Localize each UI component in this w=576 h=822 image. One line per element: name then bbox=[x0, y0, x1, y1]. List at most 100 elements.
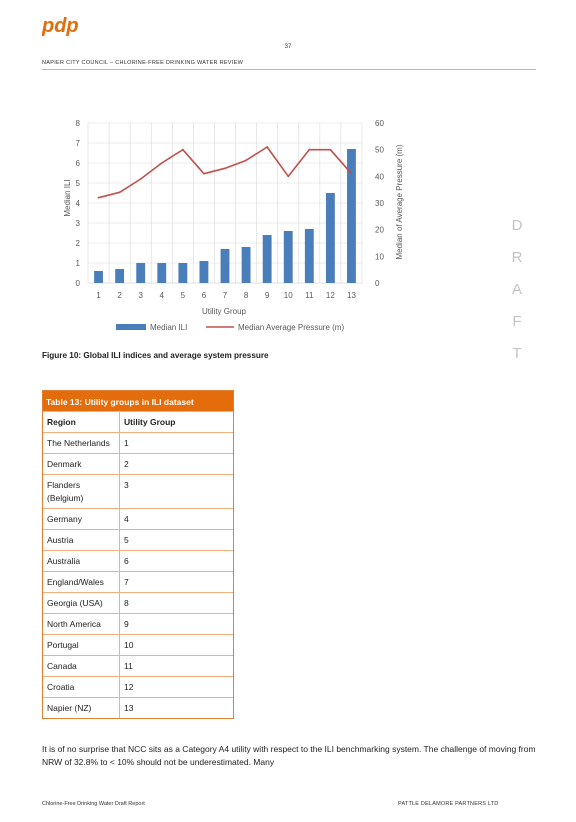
bar bbox=[199, 261, 209, 283]
bar bbox=[325, 193, 335, 283]
table-row: Denmark 2 bbox=[43, 453, 233, 475]
cell-region: Georgia (USA) bbox=[43, 592, 120, 614]
y-tick-label: 2 bbox=[76, 239, 81, 248]
bar bbox=[241, 247, 251, 283]
header-divider bbox=[42, 69, 536, 70]
y2-tick-label: 50 bbox=[375, 146, 384, 155]
x-tick-label: 13 bbox=[347, 291, 356, 300]
y2-tick-label: 20 bbox=[375, 226, 384, 235]
x-tick-label: 12 bbox=[326, 291, 335, 300]
table-row: Portugal 10 bbox=[43, 634, 233, 656]
table-row: Flanders (Belgium) 3 bbox=[43, 474, 233, 509]
data-point bbox=[118, 191, 121, 194]
y-tick-label: 1 bbox=[76, 259, 81, 268]
x-tick-label: 1 bbox=[96, 291, 101, 300]
data-point bbox=[224, 167, 226, 170]
x-tick-label: 9 bbox=[265, 291, 270, 300]
cell-region: England/Wales bbox=[43, 571, 120, 593]
footer-company: PATTLE DELAMORE PARTNERS LTD bbox=[398, 801, 499, 807]
utility-groups-table: Table 13: Utility groups in ILI dataset … bbox=[42, 390, 234, 719]
table-grid: Region Utility Group The Netherlands 1 Den… bbox=[43, 411, 233, 718]
legend-label-median-ili: Median ILI bbox=[150, 323, 187, 332]
data-point bbox=[160, 162, 163, 164]
cell-region: Napier (NZ) bbox=[43, 697, 120, 718]
y2-tick-label: 10 bbox=[375, 252, 384, 261]
cell-utility-group: 13 bbox=[119, 697, 233, 718]
cell-utility-group: 5 bbox=[119, 529, 233, 551]
cell-utility-group: 4 bbox=[119, 508, 233, 530]
table-row: North America 9 bbox=[43, 613, 233, 635]
cell-region: Germany bbox=[43, 508, 120, 530]
legend-swatch-median-ili bbox=[116, 324, 146, 330]
page-number: 37 bbox=[284, 44, 292, 50]
logo-text: pdp bbox=[42, 16, 79, 37]
figure-caption: Figure 10: Global ILI indices and averag… bbox=[42, 351, 269, 360]
column-header-utility-group: Utility Group bbox=[119, 411, 233, 433]
draft-watermark: D R A F T bbox=[506, 210, 528, 370]
cell-utility-group: 12 bbox=[119, 676, 233, 698]
series-line bbox=[98, 146, 353, 199]
bar bbox=[262, 235, 272, 283]
bar bbox=[115, 269, 125, 283]
table-body: The Netherlands 1 Denmark 2 Flanders (Belgiu… bbox=[43, 432, 233, 718]
data-point bbox=[245, 159, 247, 162]
table-row: England/Wales 7 bbox=[43, 571, 233, 593]
cell-region: Portugal bbox=[43, 634, 120, 656]
y-axis-label: Median ILI bbox=[63, 179, 72, 216]
cell-utility-group: 8 bbox=[119, 592, 233, 614]
table-row: Austria 5 bbox=[43, 529, 233, 551]
table-row: Germany 4 bbox=[43, 508, 233, 530]
bar bbox=[136, 263, 146, 283]
y-tick-label: 6 bbox=[76, 159, 81, 168]
data-point bbox=[329, 148, 332, 151]
cell-region: Flanders (Belgium) bbox=[43, 474, 120, 509]
x-tick-label: 3 bbox=[138, 291, 143, 300]
cell-utility-group: 6 bbox=[119, 550, 233, 572]
y2-tick-label: 30 bbox=[375, 199, 384, 208]
bar bbox=[220, 249, 230, 283]
x-axis-label: Utility Group bbox=[202, 307, 247, 316]
y-tick-label: 5 bbox=[76, 179, 81, 188]
table-row: Croatia 12 bbox=[43, 676, 233, 698]
ili-pressure-chart: 0 1 2 3 4 5 6 7 8 0 10 20 30 40 50 60 1 2 3 4 5 6 7 8 9 10 11 12 13 … bbox=[42, 106, 433, 342]
footer-report-title: Chlorine-Free Drinking Water Draft Repor… bbox=[42, 801, 145, 807]
bar bbox=[157, 263, 167, 283]
data-point bbox=[350, 172, 353, 175]
table-row: Georgia (USA) 8 bbox=[43, 592, 233, 614]
x-tick-label: 7 bbox=[223, 291, 228, 300]
x-tick-label: 4 bbox=[160, 291, 165, 300]
data-point bbox=[266, 146, 269, 148]
cell-utility-group: 7 bbox=[119, 571, 233, 593]
cell-utility-group: 9 bbox=[119, 613, 233, 635]
cell-region: Denmark bbox=[43, 453, 120, 475]
data-point bbox=[181, 148, 184, 151]
paragraph-text: It is of no surprise that NCC sits as a … bbox=[42, 744, 536, 767]
y2-tick-label: 40 bbox=[375, 172, 384, 181]
x-tick-label: 6 bbox=[202, 291, 207, 300]
cell-region: Austria bbox=[43, 529, 120, 551]
chart-pressure-line bbox=[97, 146, 353, 199]
y2-tick-label: 60 bbox=[375, 119, 384, 128]
chart-legend: Median ILI Median Average Pressure (m) bbox=[116, 323, 344, 332]
cell-region: North America bbox=[43, 613, 120, 635]
table-row: Australia 6 bbox=[43, 550, 233, 572]
data-point bbox=[97, 196, 100, 199]
cell-utility-group: 11 bbox=[119, 655, 233, 677]
table-row: Canada 11 bbox=[43, 655, 233, 677]
draft-letter: T bbox=[512, 345, 522, 362]
data-point bbox=[308, 148, 311, 151]
table-row: Napier (NZ) 13 bbox=[43, 697, 233, 718]
cell-utility-group: 10 bbox=[119, 634, 233, 656]
cell-utility-group: 3 bbox=[119, 474, 233, 509]
y2-axis-label: Median of Average Pressure (m) bbox=[395, 144, 404, 259]
bar bbox=[283, 231, 293, 283]
data-point bbox=[203, 172, 205, 175]
draft-letter: D bbox=[511, 217, 523, 234]
bar bbox=[94, 271, 103, 283]
data-point bbox=[287, 175, 290, 178]
y-tick-label: 3 bbox=[76, 219, 81, 228]
cell-region: The Netherlands bbox=[43, 432, 120, 454]
draft-letter: R bbox=[511, 249, 523, 266]
column-header-region: Region bbox=[43, 411, 120, 433]
